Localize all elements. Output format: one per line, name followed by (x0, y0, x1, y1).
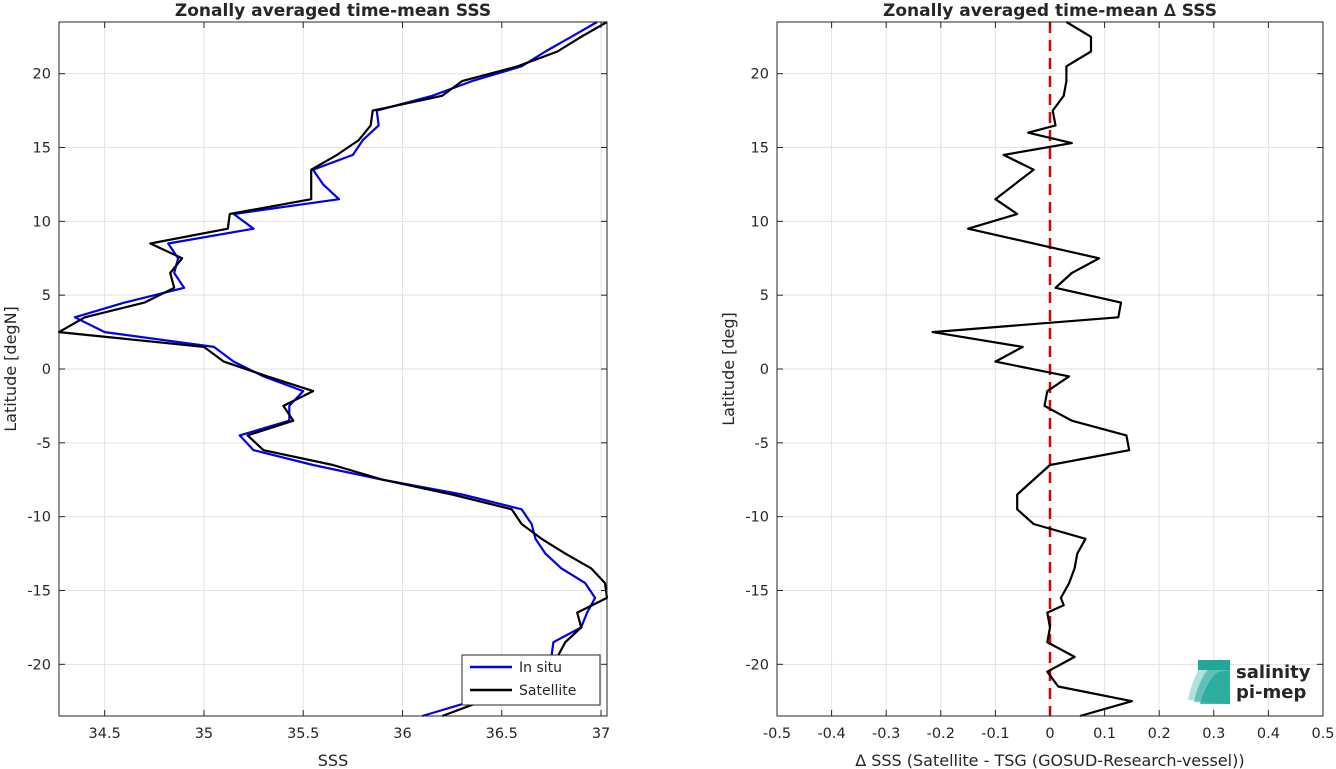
y-tick-label: 5 (760, 288, 769, 304)
x-tick-label: 35 (195, 726, 213, 742)
x-tick-label: -0.5 (763, 726, 791, 742)
y-tick-label: -10 (27, 510, 51, 526)
left-grid (59, 22, 607, 716)
x-tick-label: 0.1 (1093, 726, 1116, 742)
y-tick-label: 15 (751, 141, 769, 157)
logo-text-salinity: salinity (1236, 662, 1311, 683)
y-tick-label: 15 (33, 141, 51, 157)
x-tick-label: -0.4 (817, 726, 845, 742)
x-tick-label: -0.2 (927, 726, 955, 742)
x-tick-label: 36.5 (486, 726, 518, 742)
salinity-pi-mep-logo: salinity pi-mep (1188, 660, 1311, 704)
legend-box (461, 654, 601, 706)
y-tick-label: 0 (42, 362, 51, 378)
legend-label-in-situ: In situ (519, 660, 562, 676)
left-y-axis-label: Latitude [degN] (1, 306, 20, 432)
y-tick-label: 5 (42, 288, 51, 304)
y-tick-label: 0 (760, 362, 769, 378)
right-x-ticks: -0.5 -0.4 -0.3 -0.2 -0.1 0 0.1 0.2 0.3 0.4 0.5 (763, 22, 1335, 742)
left-x-axis-label: SSS (318, 751, 348, 769)
legend: In situ Satellite (461, 654, 601, 706)
right-series-line-series-0 (931, 21, 1134, 718)
y-tick-label: -15 (27, 583, 51, 599)
y-tick-label: 20 (751, 67, 769, 83)
y-tick-label: -20 (27, 657, 51, 673)
right-series-lines (931, 21, 1134, 718)
logo-text-pi-mep: pi-mep (1236, 682, 1306, 703)
x-tick-label: 0.2 (1148, 726, 1171, 742)
x-tick-label: 0.4 (1257, 726, 1280, 742)
wave-logo-icon (1188, 660, 1230, 704)
left-y-ticks: 20 15 10 5 0 -5 -10 -15 -20 (27, 67, 607, 673)
y-tick-label: -5 (37, 436, 51, 452)
y-tick-label: -10 (745, 510, 769, 526)
left-x-ticks: 34.5 35 35.5 36 36.5 37 (89, 22, 610, 742)
right-y-ticks: 20 15 10 5 0 -5 -10 -15 -20 (745, 67, 1323, 673)
x-tick-label: -0.1 (981, 726, 1009, 742)
right-chart-title: Zonally averaged time-mean ∆ SSS (883, 1, 1217, 21)
x-tick-label: 0 (1045, 726, 1054, 742)
x-tick-label: 37 (592, 726, 610, 742)
x-tick-label: 34.5 (89, 726, 121, 742)
x-tick-label: 0.3 (1202, 726, 1225, 742)
right-x-axis-label: ∆ SSS (Satellite - TSG (GOSUD-Research-v… (854, 751, 1244, 769)
x-tick-label: -0.3 (872, 726, 900, 742)
left-chart-title: Zonally averaged time-mean SSS (175, 1, 491, 21)
x-tick-label: 36 (393, 726, 411, 742)
y-tick-label: 10 (33, 214, 51, 230)
y-tick-label: -15 (745, 583, 769, 599)
left-chart: 34.5 35 35.5 36 36.5 37 20 15 10 5 0 -5 -10 -15 -20 Z… (1, 1, 610, 769)
y-tick-label: 10 (751, 214, 769, 230)
right-chart: -0.5 -0.4 -0.3 -0.2 -0.1 0 0.1 0.2 0.3 0.4 0.5 20 1… (719, 1, 1335, 769)
legend-label-satellite: Satellite (519, 683, 576, 699)
y-tick-label: -5 (755, 436, 769, 452)
left-series-line-satellite (57, 21, 609, 718)
right-y-axis-label: Latitude [deg] (719, 312, 738, 426)
left-series-lines (57, 21, 609, 718)
x-tick-label: 35.5 (287, 726, 319, 742)
y-tick-label: 20 (33, 67, 51, 83)
x-tick-label: 0.5 (1311, 726, 1334, 742)
y-tick-label: -20 (745, 657, 769, 673)
